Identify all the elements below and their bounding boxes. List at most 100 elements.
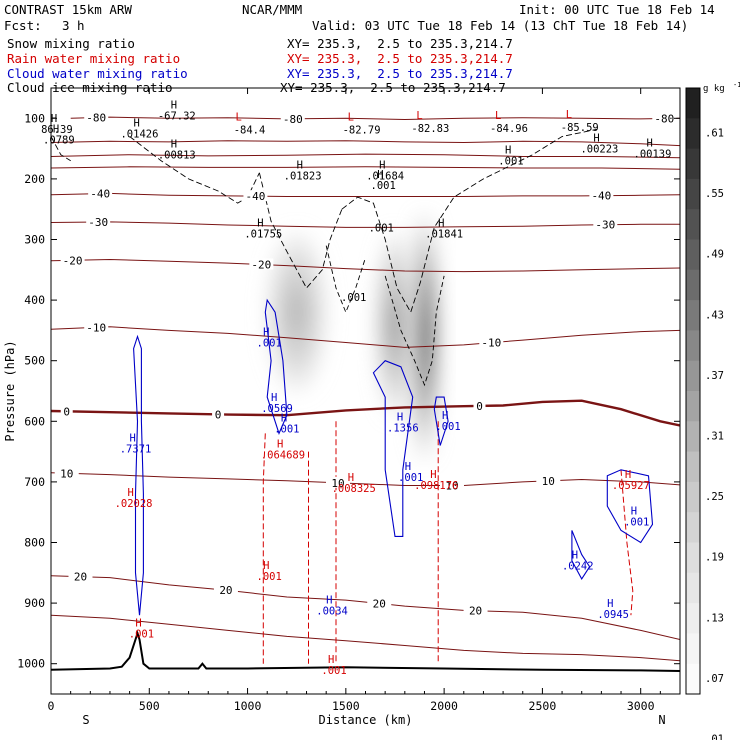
isotherm-label: -10 <box>86 321 106 334</box>
cloud-ice-contour <box>129 136 260 204</box>
cloud-water-contour <box>433 396 449 446</box>
cloud-water-contour <box>571 530 591 580</box>
x-tick-label: 1500 <box>332 699 360 713</box>
colorbar-swatch <box>686 178 700 210</box>
rain-max-marker: H <box>348 472 354 484</box>
colorbar-label: .37 <box>705 370 724 382</box>
cloud-water-max-marker: H <box>326 594 332 606</box>
cloud-water-contour <box>606 469 654 544</box>
isotherm-label-bg <box>589 189 614 201</box>
cloud-ice-max-marker: H <box>53 124 59 136</box>
x-tick-label: 1000 <box>234 699 262 713</box>
isotherm-label-bg <box>60 254 85 266</box>
isotherm-label-bg <box>213 584 238 596</box>
colorbar-label: .43 <box>705 309 724 321</box>
snow-shade-blob <box>408 215 441 458</box>
colorbar-label: .31 <box>705 430 724 442</box>
rain-max-marker: H <box>128 487 134 499</box>
isotherm-label-bg <box>325 476 350 488</box>
header-valid: Valid: 03 UTC Tue 18 Feb 14 (13 ChT Tue … <box>312 18 689 33</box>
cloud-water-max-marker: H <box>263 327 269 339</box>
contour-label-layer: -80 -80 -80 -40 -40 -40 -30 -30 -20 -20 -10 -10 10 10… <box>41 99 677 677</box>
y-tick-label: 800 <box>24 536 45 550</box>
colorbar-swatch <box>686 451 700 483</box>
cloud-water-max-value: .7371 <box>120 444 152 456</box>
isotherm-label-bg <box>84 321 109 333</box>
temp-min-marker: L <box>495 110 501 122</box>
isotherm-label: -40 <box>90 188 110 201</box>
colorbar-swatch <box>686 391 700 422</box>
isotherm-line <box>70 116 680 121</box>
field-name-cloud-water: Cloud water mixing ratio <box>7 66 188 81</box>
cloud-ice-max-value: .0789 <box>43 135 75 147</box>
temp-min-value: -84.4 <box>234 124 266 136</box>
cloud-water-max-marker: H <box>405 461 411 473</box>
cloud-ice-max-marker: H <box>51 113 57 125</box>
zero-isotherm-label-bg <box>60 405 73 417</box>
cloud-water-max-marker: H <box>631 505 637 517</box>
colorbar-swatch <box>686 148 700 180</box>
colorbar: .61 .55 .49 .43 .37 .31 .25 .19 .13 .07 .01 g kg -1 <box>685 81 740 740</box>
zero-isotherm-label: 0 <box>476 400 483 413</box>
cloud-water-max-value: .0034 <box>316 605 348 617</box>
snow-contour <box>384 275 445 387</box>
cloud-ice-max-value: .01841 <box>425 228 463 240</box>
cloud-ice-max-value: .01684 <box>366 170 404 182</box>
cloud-ice-max-marker: H <box>297 159 303 171</box>
isotherm-line <box>51 258 680 273</box>
zero-isotherm-line <box>51 399 680 427</box>
isotherm-label-bg <box>243 190 268 202</box>
cloud-water-max-marker: H <box>281 413 287 425</box>
rain-max-value: .02028 <box>115 498 153 510</box>
isotherm-label-bg <box>54 467 79 479</box>
cloud-water-max-marker: H <box>130 433 136 445</box>
isotherm-label-bg <box>88 187 113 199</box>
left-end-label: S <box>82 713 89 727</box>
isotherm-label: -40 <box>245 190 265 203</box>
cloud-water-max-value: .0945 <box>597 609 629 621</box>
rain-contour <box>620 469 634 616</box>
terrain-line <box>51 630 680 672</box>
isotherm-label-bg <box>280 112 305 124</box>
cloud-ice-max-marker: H <box>379 159 385 171</box>
cloud-ice-max-marker: H <box>171 139 177 151</box>
axes-layer: 0 500 1000 1500 2000 2500 30001002003004005006… <box>3 88 680 727</box>
isotherm-label: -20 <box>251 259 271 272</box>
cloud-water-max-value: .1356 <box>387 422 419 434</box>
isotherm-label: -30 <box>88 216 108 229</box>
cloud-ice-max-value: .01823 <box>284 170 322 182</box>
zero-isotherm-label-bg <box>212 408 225 420</box>
isotherm-label: 10 <box>331 477 344 490</box>
y-tick-label: 400 <box>24 293 45 307</box>
cloud-water-max-marker: H <box>397 411 403 423</box>
cloud-ice-contour <box>341 128 598 314</box>
isotherm-label: 20 <box>219 584 232 597</box>
isotherm-label: -40 <box>591 190 611 203</box>
cloud-ice-max-value: .00223 <box>580 144 618 156</box>
cloud-ice-max-marker: H <box>593 133 599 145</box>
header-model: CONTRAST 15km ARW <box>4 2 132 17</box>
cloud-ice-max-value: .01426 <box>120 128 158 140</box>
zero-isotherm-label: 0 <box>63 405 70 418</box>
colorbar-label: .07 <box>705 673 724 685</box>
y-tick-label: 700 <box>24 475 45 489</box>
isotherm-label: -20 <box>63 254 83 267</box>
field-name-snow: Snow mixing ratio <box>7 36 135 51</box>
colorbar-label: .25 <box>705 491 724 503</box>
y-tick-label: 600 <box>24 414 45 428</box>
temp-min-marker: L <box>416 110 422 122</box>
colorbar-swatch <box>686 209 700 240</box>
isotherm-label-bg <box>439 479 464 491</box>
snow-max-value: .001 <box>341 292 366 304</box>
colorbar-swatch <box>686 330 700 362</box>
cloud-ice-max-value: 86.39 <box>41 124 73 136</box>
cloud-ice-contour <box>51 136 71 162</box>
colorbar-swatch <box>686 572 700 604</box>
isotherm-line <box>51 153 680 159</box>
header-org: NCAR/MMM <box>242 2 303 17</box>
isotherm-label: -30 <box>595 219 615 232</box>
field-name-rain: Rain water mixing ratio <box>7 51 181 66</box>
x-tick-label: 2500 <box>529 699 557 713</box>
colorbar-swatch <box>686 269 700 301</box>
rain-max-value: .098176 <box>414 480 458 492</box>
